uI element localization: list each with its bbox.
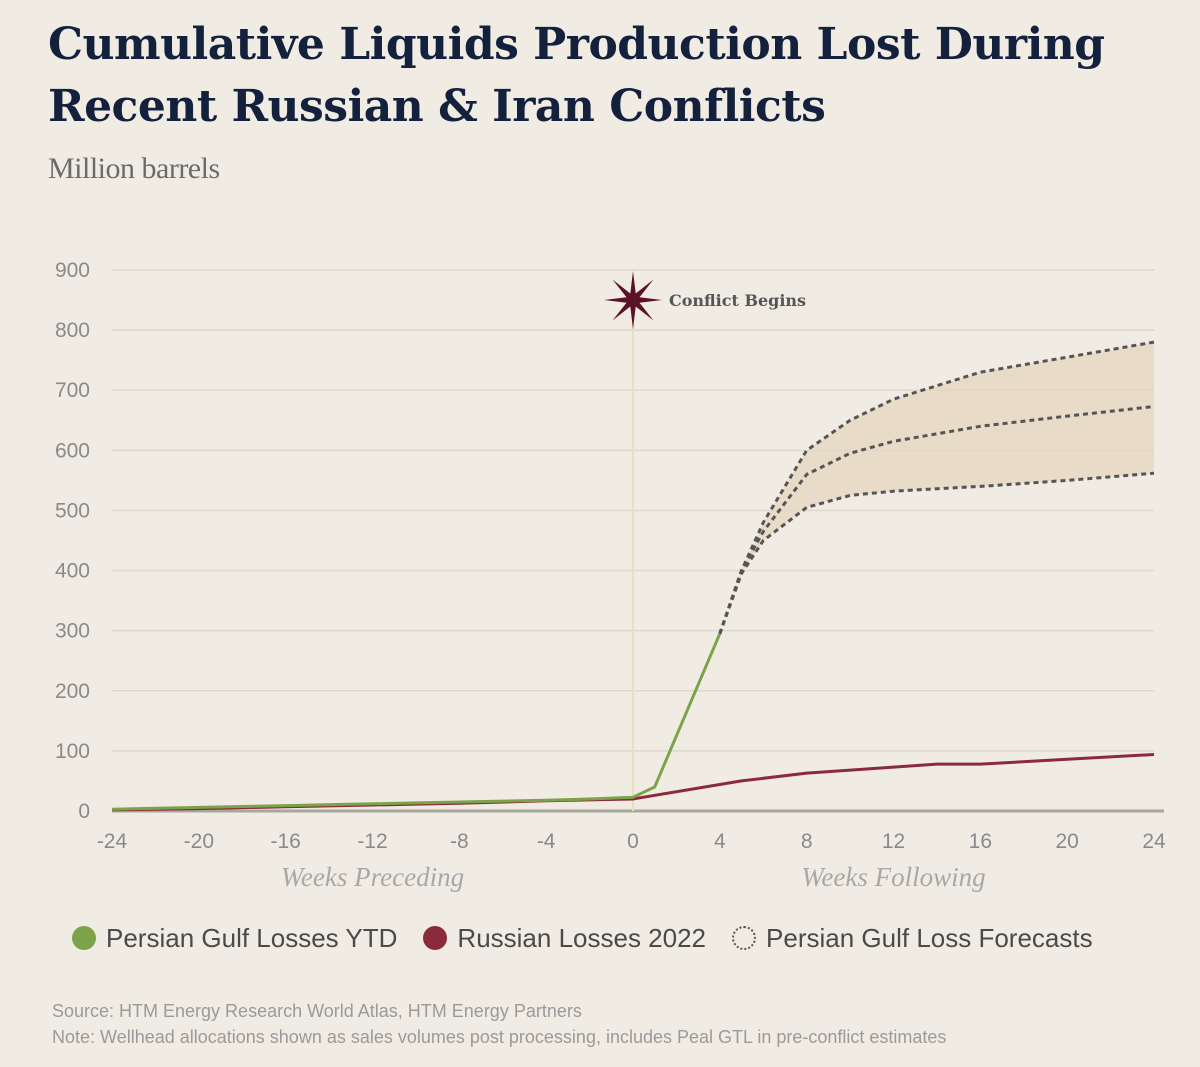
- x-tick-label: -20: [184, 830, 214, 853]
- series-line: [111, 633, 722, 811]
- conflict-annotation: Conflict Begins: [669, 291, 806, 310]
- x-tick-label: 16: [969, 830, 992, 853]
- star-shape: [604, 271, 662, 329]
- x-tick-label: 8: [801, 830, 813, 853]
- source-note: Source: HTM Energy Research World Atlas,…: [52, 1001, 582, 1021]
- conflict-star-icon: [604, 271, 662, 329]
- legend-label: Persian Gulf Losses YTD: [106, 922, 398, 953]
- footer: Source: HTM Energy Research World Atlas,…: [52, 998, 946, 1050]
- legend-item-russian: Russian Losses 2022: [423, 923, 706, 954]
- legend-swatch-dashed: [732, 926, 757, 950]
- y-tick-label: 700: [55, 379, 90, 402]
- x-tick-label: -12: [357, 830, 387, 853]
- legend-label: Russian Losses 2022: [457, 922, 707, 953]
- chart-title: Cumulative Liquids Production Lost Durin…: [48, 19, 1105, 132]
- chart-subtitle: Million barrels: [48, 152, 220, 185]
- forecast-line: [718, 471, 1155, 635]
- legend-swatch-green: [72, 926, 96, 950]
- y-axis-ticks: 0 100 200 300 400 500 600 700 800 900: [55, 259, 90, 823]
- x-tick-label: -4: [537, 830, 556, 853]
- x-tick-label: 0: [627, 830, 639, 853]
- legend-swatch-red: [423, 926, 448, 950]
- legend: Persian Gulf Losses YTD Russian Losses 2…: [72, 918, 1119, 958]
- legend-label: Persian Gulf Loss Forecasts: [766, 922, 1093, 953]
- y-tick-label: 300: [55, 620, 90, 643]
- x-tick-label: -24: [97, 830, 128, 853]
- y-tick-label: 800: [55, 319, 90, 342]
- y-tick-label: 400: [55, 560, 90, 583]
- x-tick-label: 24: [1142, 830, 1166, 853]
- gridlines: [112, 269, 1164, 813]
- series-lines: [111, 340, 1155, 812]
- x-tick-label: -8: [450, 830, 469, 853]
- forecast-line: [718, 405, 1155, 635]
- x-axis-ticks: -24 -20 -16 -12 -8 -4 0 4 8 12 16 20 24: [97, 830, 1166, 853]
- x-tick-label: 12: [882, 830, 905, 853]
- y-tick-label: 0: [78, 800, 90, 823]
- methodology-note: Note: Wellhead allocations shown as sale…: [52, 1027, 947, 1047]
- y-tick-label: 600: [55, 439, 90, 462]
- legend-item-forecast: Persian Gulf Loss Forecasts: [732, 923, 1093, 954]
- y-tick-label: 500: [55, 499, 90, 522]
- x-group-label-preceding: Weeks Preceding: [281, 862, 464, 892]
- x-tick-label: 20: [1055, 830, 1078, 853]
- x-group-label-following: Weeks Following: [801, 862, 985, 892]
- y-tick-label: 900: [55, 259, 90, 282]
- y-tick-label: 100: [55, 740, 90, 763]
- y-tick-label: 200: [55, 680, 90, 703]
- x-tick-label: -16: [270, 830, 300, 853]
- legend-item-persian-gulf: Persian Gulf Losses YTD: [72, 923, 397, 954]
- x-tick-label: 4: [714, 830, 726, 853]
